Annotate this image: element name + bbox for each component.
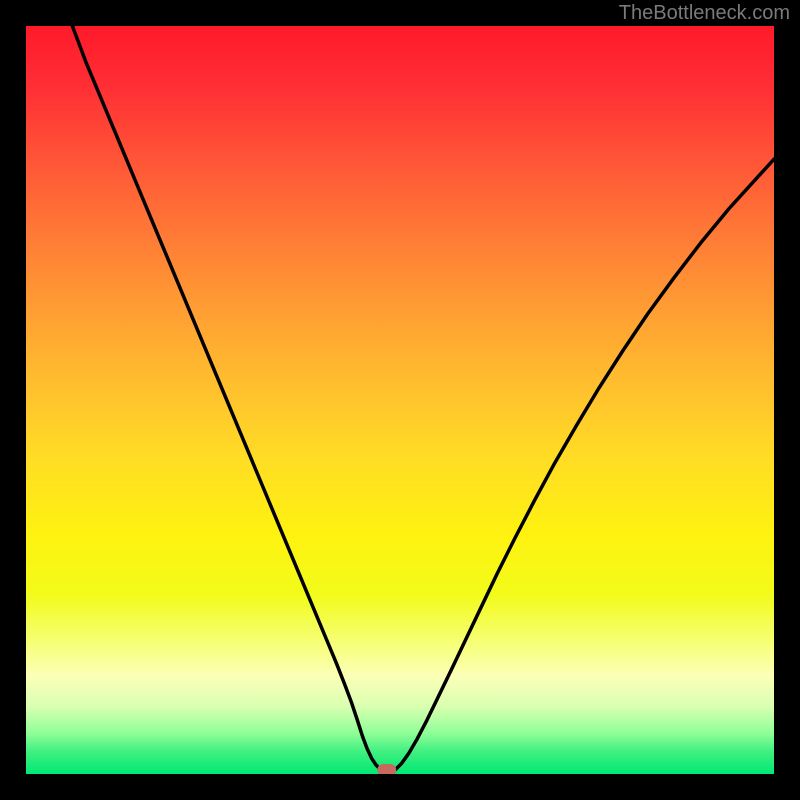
chart-frame: TheBottleneck.com: [0, 0, 800, 800]
plot-area: [26, 26, 774, 774]
bottleneck-curve: [26, 26, 774, 774]
watermark-text: TheBottleneck.com: [619, 2, 790, 25]
optimum-marker: [377, 764, 396, 774]
